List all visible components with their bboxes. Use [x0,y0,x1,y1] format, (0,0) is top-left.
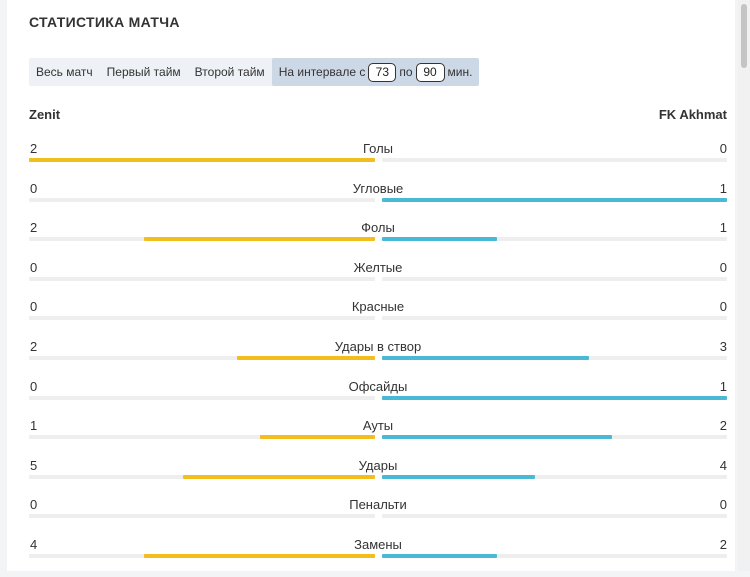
stat-row: 2 Фолы 1 [29,220,727,260]
stat-row: 0 Офсайды 1 [29,379,727,419]
stat-row: 0 Желтые 0 [29,260,727,300]
home-team-name: Zenit [29,107,61,122]
away-bar-track [382,197,727,202]
stat-label: Офсайды [348,378,408,394]
away-stat-value: 0 [719,259,727,275]
home-bar-fill [144,237,375,242]
home-stat-value: 5 [30,457,38,473]
stat-label: Ауты [362,418,394,434]
home-bar-track [29,514,375,519]
home-bar-track [29,158,375,162]
stat-row: 1 Ауты 2 [29,418,727,458]
away-bar-track [382,435,727,440]
panel-title: СТАТИСТИКА МАТЧА [29,14,180,30]
page-scrollbar[interactable] [738,0,750,571]
stat-row: 0 Красные 0 [29,299,727,339]
home-bar-track [29,395,375,400]
stat-row: 5 Удары 4 [29,458,727,498]
stat-row: 2 Удары в створ 3 [29,339,727,379]
away-bar-fill [382,474,536,479]
away-bar-fill [382,395,727,400]
away-bar-fill [382,553,497,558]
interval-mid-label: по [399,65,413,79]
tab-full-match[interactable]: Весь матч [36,65,93,79]
away-stat-value: 4 [719,457,727,473]
away-bar-track [382,158,727,162]
interval-prefix-label: На интервале с [278,65,366,79]
stat-row: 0 Угловые 1 [29,181,727,221]
away-stat-value: 1 [719,180,727,196]
home-bar-track [29,553,375,558]
away-stat-value: 0 [719,299,727,315]
home-bar-track [29,276,375,281]
period-tabs: Весь матч Первый тайм Второй тайм На инт… [29,58,480,86]
stat-label: Угловые [352,180,404,196]
away-bar-track [382,553,727,558]
stat-label: Удары в створ [334,338,422,354]
stat-label: Пенальти [349,497,407,513]
away-bar-fill [382,197,727,202]
home-stat-value: 2 [30,220,38,236]
home-bar-track [29,435,375,440]
away-team-name: FK Akhmat [658,107,727,122]
home-bar-fill [259,435,375,440]
home-stat-value: 1 [30,418,38,434]
stat-label: Удары [358,457,398,473]
home-bar-track [29,237,375,242]
away-bar-fill [382,435,613,440]
away-bar-track [382,355,727,360]
away-bar-track [382,514,727,519]
stat-label: Замены [354,536,402,552]
home-stat-value: 2 [30,141,38,156]
home-bar-track [29,316,375,321]
interval-to-input[interactable] [415,62,445,82]
away-bar-track [382,316,727,321]
scrollbar-thumb[interactable] [741,4,747,68]
home-stat-value: 0 [30,497,38,513]
stat-label: Красные [351,299,405,315]
away-stat-value: 2 [719,418,727,434]
stat-row: 2 Голы 0 [29,141,727,181]
home-bar-track [29,474,375,479]
stat-row: 0 Пенальти 0 [29,497,727,537]
interval-from-input[interactable] [368,62,397,82]
tab-second-half[interactable]: Второй тайм [194,65,265,79]
home-bar-track [29,197,375,202]
home-stat-value: 4 [30,536,38,552]
stat-row: 4 Замены 2 [29,537,727,577]
home-stat-value: 2 [30,338,38,354]
interval-suffix-label: мин. [447,65,473,79]
home-stat-value: 0 [30,299,38,315]
home-bar-track [29,355,375,360]
away-stat-value: 1 [719,378,727,394]
tab-interval[interactable]: На интервале с по мин. [271,58,480,86]
tab-first-half[interactable]: Первый тайм [106,65,181,79]
away-bar-track [382,474,727,479]
home-bar-fill [144,553,375,558]
away-bar-fill [382,355,589,360]
home-stat-value: 0 [30,180,38,196]
stats-list: 2 Голы 0 0 Угловые 1 2 Фолы 1 0 Желтые 0 0 Красные 0 2 У… [29,141,727,577]
home-bar-fill [236,355,375,360]
stat-label: Фолы [361,220,395,236]
stat-label: Желтые [353,259,403,275]
stat-label: Голы [362,141,394,156]
home-stat-value: 0 [30,259,38,275]
away-bar-track [382,395,727,400]
away-stat-value: 0 [719,497,727,513]
away-stat-value: 3 [719,338,727,354]
away-bar-fill [382,237,497,242]
away-bar-track [382,237,727,242]
away-stat-value: 1 [719,220,727,236]
home-bar-fill [182,474,375,479]
away-bar-track [382,276,727,281]
home-stat-value: 0 [30,378,38,394]
match-stats-panel: СТАТИСТИКА МАТЧА Весь матч Первый тайм В… [7,0,735,571]
away-stat-value: 0 [719,141,727,156]
away-stat-value: 2 [719,536,727,552]
home-bar-fill [29,158,375,162]
